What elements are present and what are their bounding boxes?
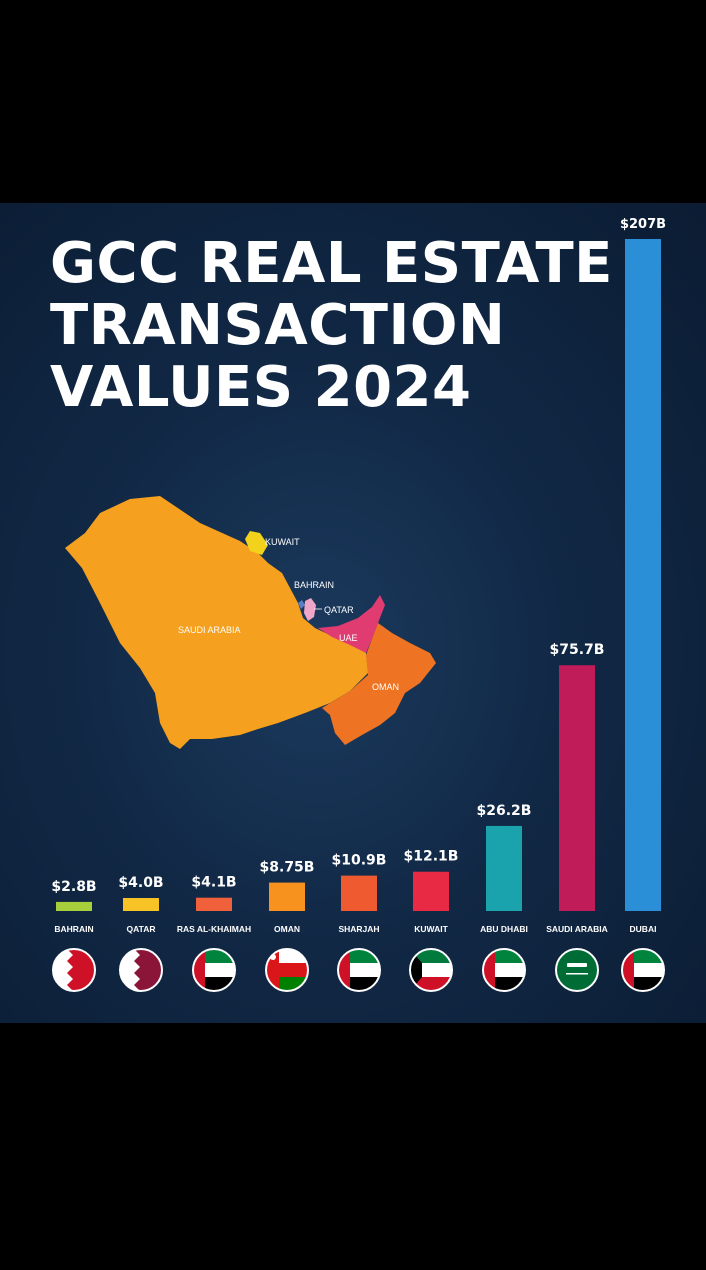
bar-chart: SAUDI ARABIA KUWAIT BAHRAIN QATAR UAE OM… (51, 217, 666, 992)
bar-oman (269, 882, 305, 911)
bar-dubai (625, 239, 661, 911)
value-label-ras-al-khaimah: $4.1B (191, 875, 236, 891)
map-label-saudi-arabia: SAUDI ARABIA (178, 625, 241, 635)
bar-saudi-arabia (559, 665, 595, 911)
category-label-ras-al-khaimah: RAS AL-KHAIMAH (177, 924, 251, 934)
category-label-dubai: DUBAI (630, 924, 657, 934)
bar-ras-al-khaimah (196, 897, 232, 911)
title-line-3: VALUES 2024 (50, 355, 472, 420)
gcc-map: SAUDI ARABIA KUWAIT BAHRAIN QATAR UAE OM… (65, 496, 436, 749)
bar-kuwait (413, 871, 449, 911)
oman-flag-icon (265, 948, 309, 992)
value-label-bahrain: $2.8B (51, 879, 96, 895)
bar-abu-dhabi (486, 825, 522, 911)
saudi-flag-icon (555, 948, 599, 992)
bar-qatar (123, 898, 159, 911)
uae-flag-icon (337, 948, 381, 992)
map-region-kuwait (245, 531, 268, 555)
category-label-saudi-arabia: SAUDI ARABIA (546, 924, 608, 934)
value-label-oman: $8.75B (260, 860, 315, 876)
value-label-sharjah: $10.9B (332, 853, 387, 869)
uae-flag-icon (621, 948, 665, 992)
value-label-saudi-arabia: $75.7B (550, 642, 605, 658)
chart-title: GCC REAL ESTATE TRANSACTION VALUES 2024 (50, 233, 613, 419)
map-region-oman (322, 623, 436, 745)
category-label-bahrain: BAHRAIN (54, 924, 93, 934)
map-label-oman: OMAN (372, 682, 399, 692)
bahrain-flag-icon (52, 948, 96, 992)
uae-flag-icon (192, 948, 236, 992)
value-label-dubai: $207B (620, 217, 666, 232)
category-label-sharjah: SHARJAH (338, 924, 379, 934)
uae-flag-icon (482, 948, 526, 992)
bar-sharjah (341, 875, 377, 911)
category-label-qatar: QATAR (127, 924, 156, 934)
map-region-bahrain (298, 600, 305, 609)
kuwait-flag-icon (409, 948, 453, 992)
infographic-panel: GCC REAL ESTATE TRANSACTION VALUES 2024 … (0, 203, 706, 1023)
map-label-kuwait: KUWAIT (265, 537, 300, 547)
title-line-2: TRANSACTION (50, 293, 506, 358)
category-label-oman: OMAN (274, 924, 300, 934)
bar-bahrain (56, 901, 92, 911)
map-label-uae: UAE (339, 633, 358, 643)
qatar-flag-icon (119, 948, 163, 992)
map-label-bahrain: BAHRAIN (294, 580, 334, 590)
value-label-kuwait: $12.1B (404, 849, 459, 865)
value-label-qatar: $4.0B (118, 875, 163, 891)
category-label-abu-dhabi: ABU DHABI (480, 924, 528, 934)
bars-layer: $2.8B BAHRAIN $4.0B QATAR $4.1B RAS AL-KHAIMA… (51, 217, 666, 992)
category-label-kuwait: KUWAIT (414, 924, 448, 934)
value-label-abu-dhabi: $26.2B (477, 803, 532, 819)
map-region-saudi-arabia (65, 496, 368, 749)
map-region-qatar (304, 598, 316, 621)
title-line-1: GCC REAL ESTATE (50, 231, 613, 296)
map-label-qatar: QATAR (324, 605, 354, 615)
map-region-uae (318, 595, 385, 653)
